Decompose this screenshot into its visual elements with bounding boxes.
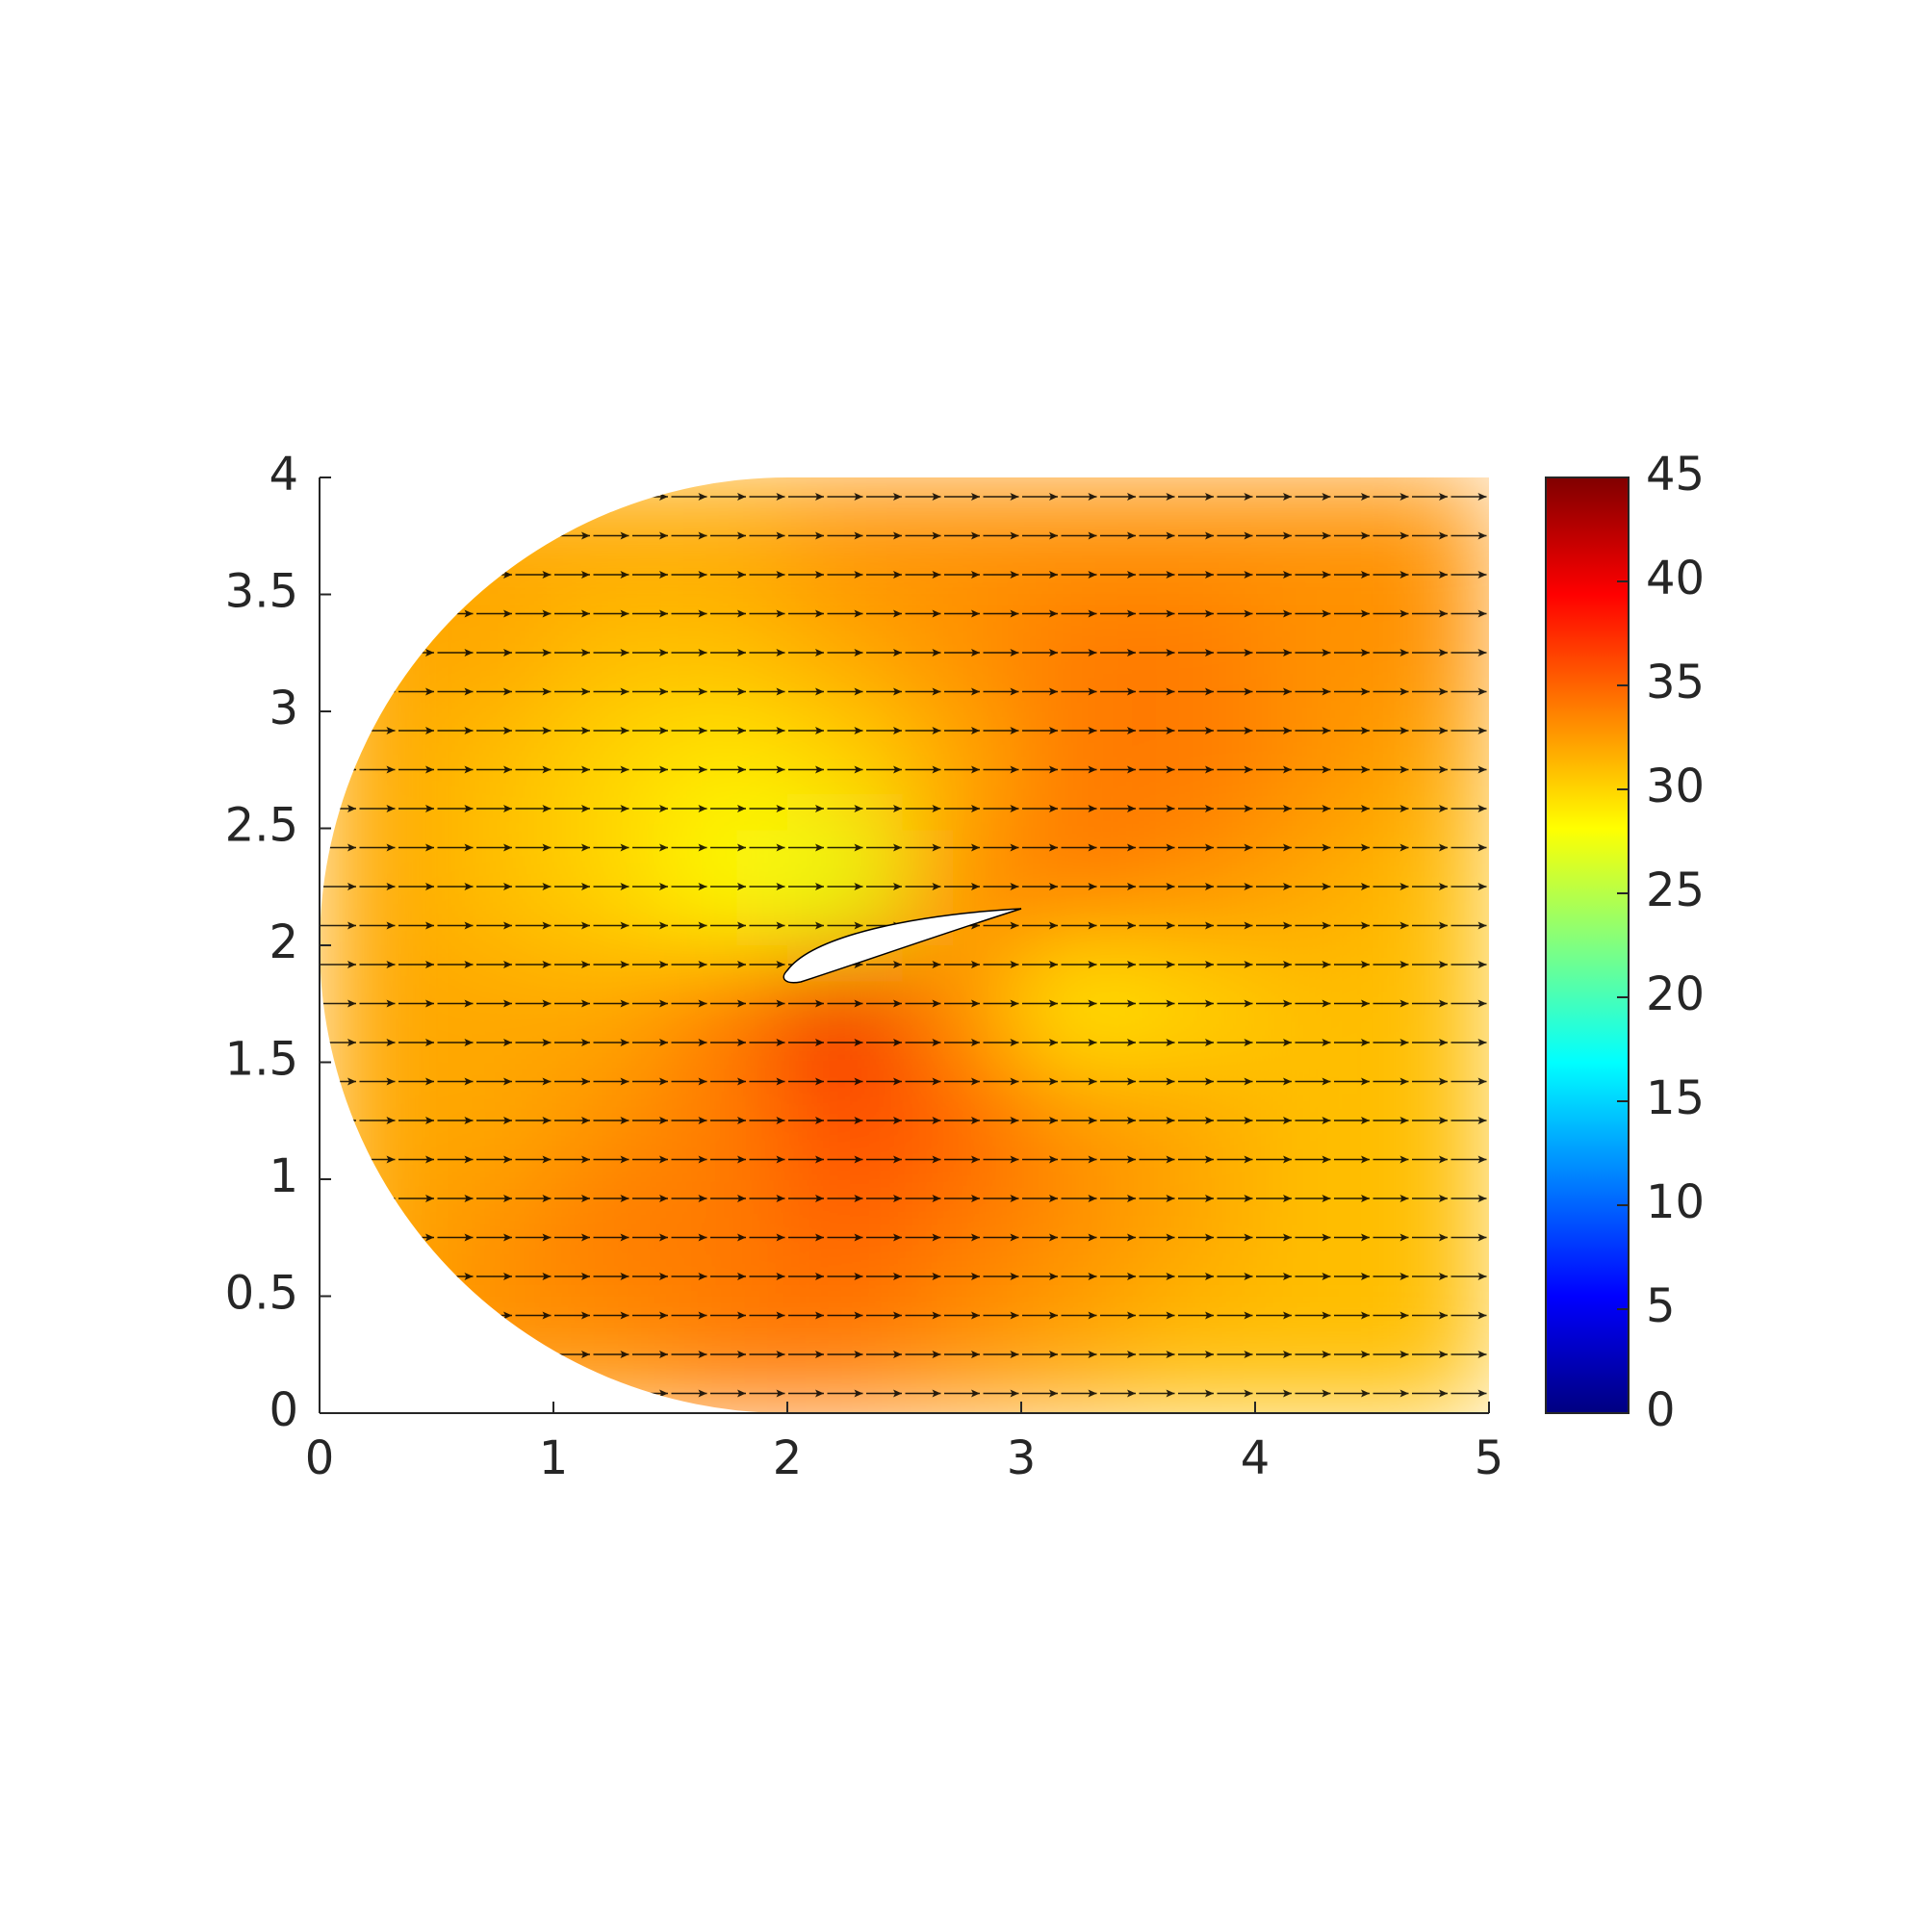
y-tick-label: 0 bbox=[269, 1383, 298, 1437]
colorbar-tick-label: 45 bbox=[1646, 448, 1705, 502]
colorbar-tick-label: 25 bbox=[1646, 863, 1705, 917]
colorbar-tick-label: 15 bbox=[1646, 1071, 1705, 1125]
x-tick-label: 1 bbox=[539, 1431, 569, 1485]
colorbar-tick-label: 40 bbox=[1646, 552, 1705, 605]
x-tick-label: 0 bbox=[305, 1431, 335, 1485]
colorbar-tick-label: 5 bbox=[1646, 1279, 1676, 1333]
colorbar-tick-label: 10 bbox=[1646, 1175, 1705, 1229]
x-tick-label: 4 bbox=[1241, 1431, 1270, 1485]
x-tick-label: 3 bbox=[1007, 1431, 1037, 1485]
y-tick-label: 4 bbox=[269, 448, 298, 502]
colorbar-tick-label: 0 bbox=[1646, 1383, 1676, 1437]
colorbar-tick-label: 30 bbox=[1646, 760, 1705, 813]
y-tick-label: 3.5 bbox=[225, 565, 298, 619]
y-tick-label: 0.5 bbox=[225, 1267, 298, 1321]
colorbar-tick-label: 35 bbox=[1646, 656, 1705, 709]
y-tick-label: 1.5 bbox=[225, 1033, 298, 1087]
colorbar bbox=[1545, 477, 1630, 1414]
y-tick-label: 1 bbox=[269, 1149, 298, 1203]
airfoil bbox=[783, 908, 1022, 984]
field bbox=[320, 477, 1490, 1413]
x-tick-label: 2 bbox=[773, 1431, 803, 1485]
colorbar-tick-label: 20 bbox=[1646, 967, 1705, 1021]
x-tick-label: 5 bbox=[1475, 1431, 1504, 1485]
y-tick-label: 2 bbox=[269, 915, 298, 969]
y-tick-label: 2.5 bbox=[225, 799, 298, 853]
y-tick-label: 3 bbox=[269, 682, 298, 735]
speed-cell bbox=[320, 1295, 438, 1413]
speed-cell bbox=[320, 477, 438, 596]
